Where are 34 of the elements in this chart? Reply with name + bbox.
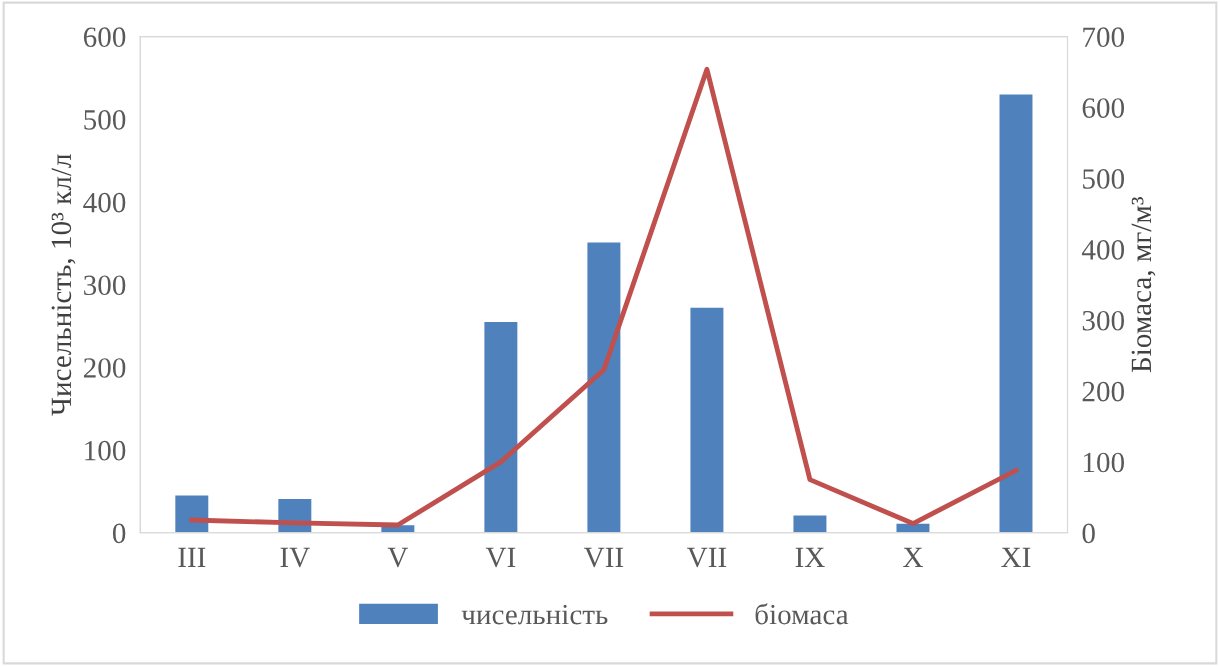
x-tick-label: IV (280, 547, 310, 568)
y-tick-label: 500 (84, 110, 126, 130)
y-tick-label: 200 (83, 358, 126, 378)
bar (484, 321, 518, 533)
bar (999, 94, 1033, 533)
legend-label: чисельність (461, 604, 608, 625)
x-tick-label: VI (485, 547, 516, 568)
y2-tick-label: 200 (1082, 381, 1125, 402)
y2-tick-label: 0 (1082, 523, 1095, 544)
x-tick-label: IX (795, 547, 825, 567)
y2-tick-label: 100 (1083, 452, 1125, 473)
x-tick-label: XI (1001, 547, 1031, 567)
y-tick-label: 100 (85, 440, 126, 461)
y-tick-label: 400 (83, 192, 126, 213)
y2-axis-title: Біомаса, мг/м³ (1131, 196, 1156, 373)
bar (690, 307, 724, 533)
y2-tick-label: 400 (1081, 240, 1125, 260)
y2-tick-label: 600 (1082, 98, 1125, 118)
x-tick-label: X (903, 547, 923, 567)
bar (793, 515, 827, 533)
y2-tick-label: 700 (1083, 27, 1125, 48)
y-tick-label: 0 (112, 523, 126, 544)
y2-tick-label: 300 (1082, 310, 1125, 331)
y2-tick-label: 500 (1083, 169, 1125, 189)
x-tick-label: III (178, 547, 206, 567)
y-tick-label: 300 (84, 275, 126, 296)
y-tick-label: 600 (83, 27, 126, 48)
y-axis-title: Чисельність, 10³ кл/л (51, 154, 76, 416)
bar (587, 242, 621, 533)
x-tick-label: VII (583, 547, 624, 568)
line-series (189, 66, 1019, 528)
legend-label: біомаса (755, 603, 849, 625)
x-tick-label: VII (687, 547, 727, 568)
x-tick-label: V (387, 547, 409, 568)
